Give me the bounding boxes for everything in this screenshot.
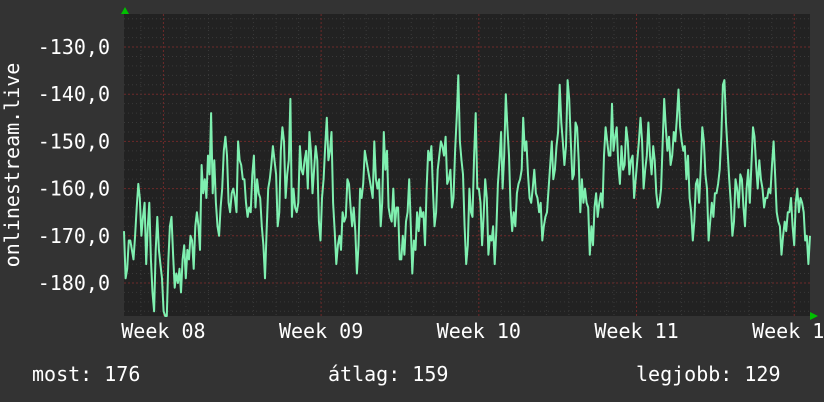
series-line — [123, 74, 811, 317]
x-axis-arrow — [810, 312, 818, 320]
x-tick-label: Week 10 — [437, 319, 521, 343]
y-axis-arrow — [121, 7, 129, 14]
stat-current: most: 176 — [32, 362, 141, 386]
stat-average: átlag: 159 — [328, 362, 449, 386]
x-tick-label: Week 11 — [594, 319, 678, 343]
y-tick-label: -140,0 — [38, 82, 110, 106]
y-tick-label: -170,0 — [38, 224, 110, 248]
y-tick-labels: -130,0 -140,0 -150,0 -160,0 -170,0 -180,0 — [38, 35, 110, 295]
y-tick-label: -180,0 — [38, 271, 110, 295]
series-layer — [123, 74, 811, 317]
x-tick-label: Week 08 — [121, 319, 205, 343]
x-tick-label: Week 12 — [752, 319, 824, 343]
stat-best: legjobb: 129 — [636, 362, 781, 386]
y-tick-label: -160,0 — [38, 177, 110, 201]
y-tick-label: -150,0 — [38, 129, 110, 153]
y-tick-label: -130,0 — [38, 35, 110, 59]
x-tick-labels: Week 08 Week 09 Week 10 Week 11 Week 12 — [121, 319, 824, 343]
x-tick-label: Week 09 — [279, 319, 363, 343]
y-axis-label: onlinestream.live — [0, 63, 24, 268]
